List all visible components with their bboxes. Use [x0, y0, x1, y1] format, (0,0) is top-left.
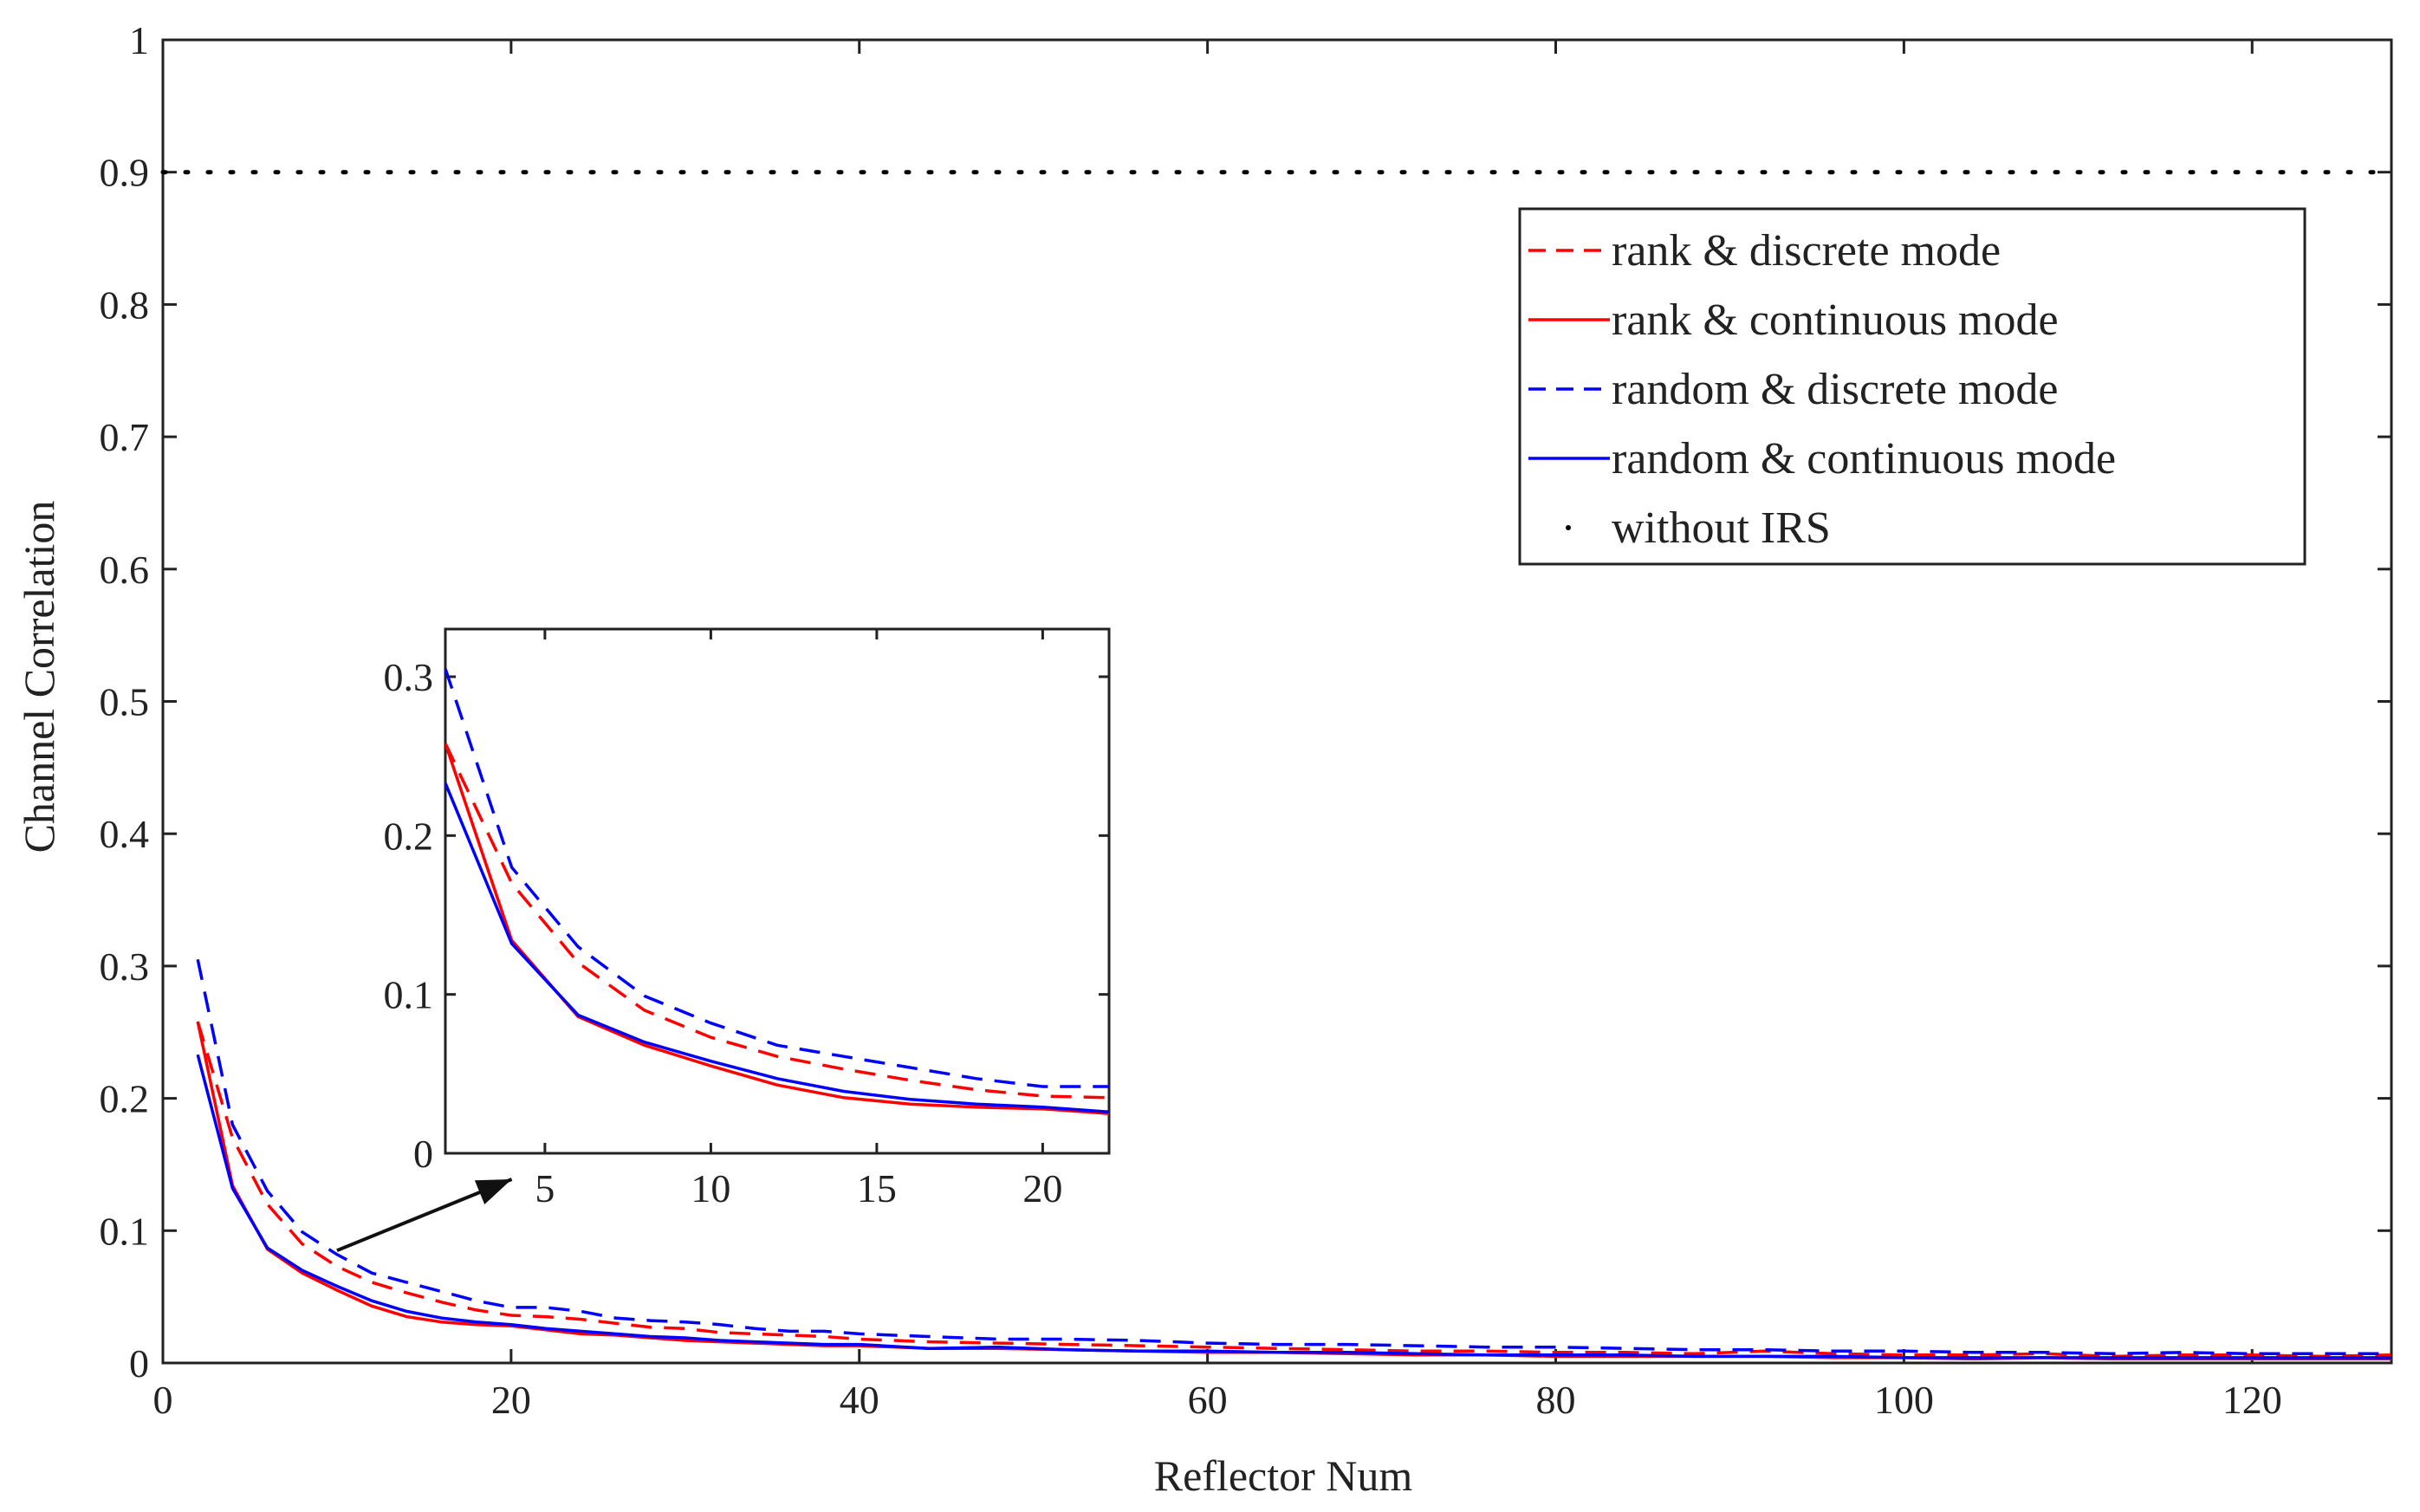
y-tick-label: 0.6	[100, 548, 150, 592]
series-line-1	[196, 1021, 2392, 1359]
y-tick-label: 0.8	[100, 282, 150, 327]
inset-x-tick-label: 20	[1022, 1166, 1062, 1210]
x-tick-label: 0	[153, 1378, 173, 1422]
y-tick-label: 1	[129, 18, 149, 62]
y-tick-label: 0.3	[100, 944, 150, 989]
legend-label-5: without IRS	[1612, 503, 1831, 553]
inset-y-tick-label: 0.3	[384, 655, 434, 699]
x-tick-label: 40	[840, 1378, 879, 1422]
inset-frame	[444, 627, 1111, 1155]
y-tick-label: 0	[129, 1341, 149, 1385]
inset-series-line-4	[445, 782, 1109, 1114]
inset-x-tick-label: 15	[857, 1166, 897, 1210]
series-line-4	[196, 1054, 2391, 1360]
legend-label-1: rank & discrete mode	[1612, 226, 2001, 276]
y-axis-label: Channel Correlation	[15, 501, 63, 853]
x-tick-label: 20	[491, 1378, 531, 1422]
y-tick-label: 0.9	[100, 151, 150, 195]
inset-plot: 0 0.1 0.2 0.3 5 10 15 20	[336, 627, 1111, 1253]
zoom-arrow-head	[474, 1179, 512, 1204]
inset-series-line-3	[445, 668, 1109, 1088]
x-tick-label: 100	[1874, 1378, 1934, 1422]
legend: rank & discrete mode rank & continuous mo…	[1518, 207, 2306, 566]
inset-y-tick-label: 0.2	[384, 814, 434, 858]
legend-swatch-5	[1566, 525, 1571, 530]
inset-x-tick-label: 5	[535, 1166, 555, 1210]
y-tick-label: 0.7	[100, 415, 150, 459]
series-line-3	[196, 958, 2391, 1356]
inset-y-tick-label: 0	[413, 1132, 433, 1176]
legend-label-2: rank & continuous mode	[1612, 295, 2059, 345]
inset-x-tick-label: 10	[691, 1166, 730, 1210]
x-axis-label: Reflector Num	[1154, 1451, 1413, 1500]
main-plot: 00.10.20.30.40.50.60.70.80.910 20 40 60 80 10…	[100, 18, 2394, 1422]
legend-label-3: random & discrete mode	[1612, 365, 2059, 414]
y-tick-label: 0.4	[100, 812, 150, 856]
legend-box	[1518, 207, 2306, 566]
legend-label-4: random & continuous mode	[1612, 434, 2116, 483]
inset-series-line-1	[445, 743, 1109, 1100]
y-tick-label: 0.1	[100, 1209, 150, 1253]
inset-series-group	[445, 668, 1109, 1115]
x-tick-label: 60	[1188, 1378, 1228, 1422]
inset-y-tick-label: 0.1	[384, 973, 434, 1017]
x-tick-label: 80	[1536, 1378, 1576, 1422]
x-tick-label: 120	[2222, 1378, 2282, 1422]
y-tick-label: 0.2	[100, 1077, 150, 1121]
y-tick-label: 0.5	[100, 680, 150, 724]
